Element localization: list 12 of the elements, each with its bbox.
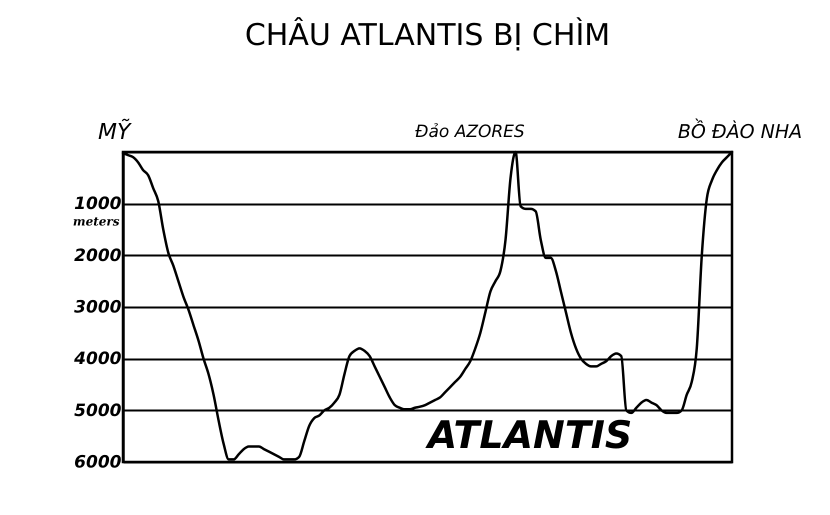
text: Đảo AZORES (415, 122, 525, 142)
annotation: ATLANTIS (424, 413, 632, 457)
chart-title: CHÂU ATLANTIS BỊ CHÌM (244, 17, 610, 53)
y-tick-label: 3000 (74, 298, 122, 318)
y-tick-label: 1000 (74, 194, 122, 214)
text: MỸ (98, 118, 132, 145)
y-tick-label: 6000 (74, 452, 122, 472)
y-tick-label: 5000 (74, 400, 122, 421)
y-axis-title: meters (72, 214, 120, 228)
y-tick-label: 2000 (74, 246, 122, 266)
text: BỒ ĐÀO NHA (678, 118, 802, 143)
y-tick-label: 4000 (73, 349, 122, 370)
